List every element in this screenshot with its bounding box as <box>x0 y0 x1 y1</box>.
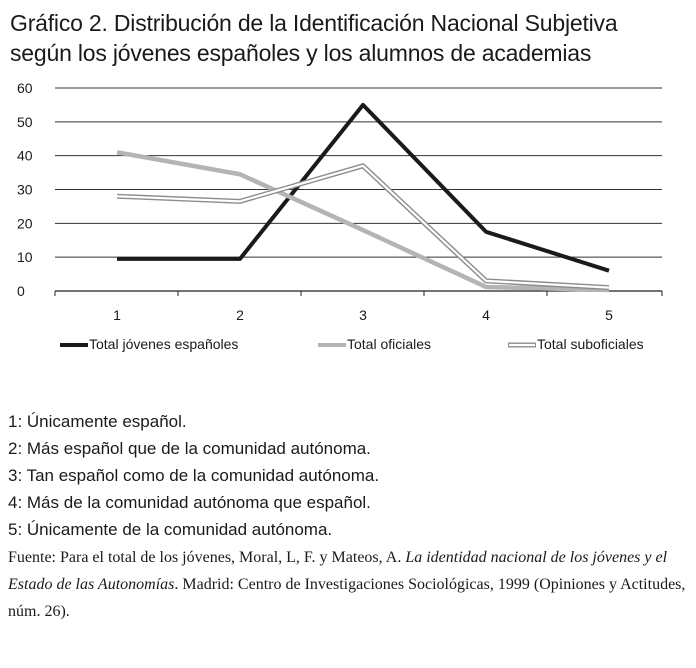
series-line-3-inner <box>116 164 610 289</box>
note-4: 4: Más de la comunidad autónoma que espa… <box>8 493 371 512</box>
y-tick-label-30: 30 <box>17 182 33 198</box>
x-tick-label-3: 3 <box>359 307 367 323</box>
chart-title-line-1: Gráfico 2. Distribución de la Identifica… <box>10 10 618 36</box>
note-2: 2: Más español que de la comunidad autón… <box>8 439 371 458</box>
line-chart: 0 10 20 30 40 50 60 1 2 3 4 5 Total jóvenes españo… <box>17 80 663 352</box>
x-tick-label-4: 4 <box>482 307 490 323</box>
x-tick-label-5: 5 <box>605 307 613 323</box>
y-tick-label-0: 0 <box>17 283 25 299</box>
series-lines <box>116 102 610 293</box>
x-axis: 1 2 3 4 5 <box>54 290 663 323</box>
source-suffix: . Madrid: Centro de Investigaciones Soci… <box>8 576 686 620</box>
chart-title-line-2: según los jóvenes españoles y los alumno… <box>10 40 592 66</box>
series-line-2 <box>116 150 610 293</box>
note-3: 3: Tan español como de la comunidad autó… <box>8 466 380 485</box>
y-tick-label-40: 40 <box>17 148 33 164</box>
source-citation: Fuente: Para el total de los jóvenes, Mo… <box>8 544 692 625</box>
legend: Total jóvenes españoles Total oficiales To… <box>60 336 644 352</box>
y-axis-tick-labels: 0 10 20 30 40 50 60 <box>17 80 33 299</box>
series-line-1 <box>117 102 610 273</box>
x-tick-label-2: 2 <box>236 307 244 323</box>
legend-label-2: Total oficiales <box>347 336 431 352</box>
legend-label-3: Total suboficiales <box>537 336 644 352</box>
y-tick-label-50: 50 <box>17 114 33 130</box>
y-tick-label-20: 20 <box>17 215 33 231</box>
category-notes: 1: Únicamente español. 2: Más español qu… <box>8 408 692 625</box>
legend-label-1: Total jóvenes españoles <box>89 336 238 352</box>
series-line-3-outer <box>116 163 610 291</box>
source-title: La identidad nacional de los jóvenes y e… <box>8 549 668 593</box>
chart-title: Gráfico 2. Distribución de la Identifica… <box>10 8 690 68</box>
y-tick-label-10: 10 <box>17 249 33 265</box>
y-tick-label-60: 60 <box>17 80 33 96</box>
note-1: 1: Únicamente español. <box>8 412 187 431</box>
source-prefix: Fuente: Para el total de los jóvenes, Mo… <box>8 549 406 566</box>
x-tick-label-1: 1 <box>113 307 121 323</box>
note-5: 5: Únicamente de la comunidad autónoma. <box>8 520 333 539</box>
